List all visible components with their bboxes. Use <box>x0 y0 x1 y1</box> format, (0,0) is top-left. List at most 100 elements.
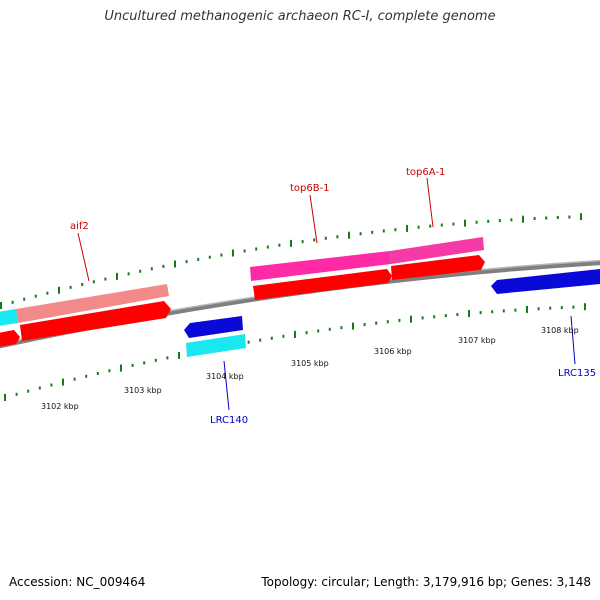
inner-tick <box>328 327 331 331</box>
leader-top6A-1 <box>426 177 434 228</box>
outer-tick <box>255 247 258 251</box>
cds-partial-left[interactable] <box>0 330 20 347</box>
gene-lrc140-cds[interactable] <box>184 316 243 338</box>
outer-tick <box>382 229 385 233</box>
inner-tick <box>468 310 470 318</box>
scale-label-3102: 3102 kbp <box>41 402 79 411</box>
outer-tick <box>487 219 490 223</box>
outer-tick <box>11 300 14 304</box>
inner-tick <box>166 356 169 360</box>
inner-tick <box>154 358 157 362</box>
topology-text: Topology: circular; Length: 3,179,916 bp… <box>261 575 591 589</box>
outer-tick <box>23 297 26 301</box>
outer-tick <box>150 267 153 271</box>
scale-label-3106: 3106 kbp <box>374 347 412 356</box>
outer-tick-track <box>0 213 582 309</box>
inner-tick <box>352 322 354 330</box>
inner-tick <box>96 371 99 375</box>
leader-lrc140 <box>223 360 230 411</box>
gene-label-lrc140[interactable]: LRC140 <box>210 415 248 426</box>
gene-label-aif2[interactable]: aif2 <box>70 221 89 232</box>
inner-tick <box>491 310 494 314</box>
outer-tick <box>81 283 84 287</box>
outer-tick <box>174 260 176 268</box>
inner-tick <box>526 305 528 313</box>
inner-tick <box>247 340 250 344</box>
outer-tick <box>429 224 432 228</box>
outer-tick <box>510 218 513 222</box>
gene-label-top6A-1[interactable]: top6A-1 <box>406 167 445 178</box>
gene-cyan-partial[interactable] <box>0 309 18 326</box>
cds-top6A-1[interactable] <box>391 255 485 280</box>
outer-tick <box>498 219 501 223</box>
outer-tick <box>220 253 223 257</box>
inner-tick <box>386 320 389 324</box>
inner-tick <box>178 351 180 359</box>
inner-tick <box>62 378 64 386</box>
inner-tick <box>444 314 447 318</box>
outer-tick <box>440 223 443 227</box>
outer-tick <box>301 240 304 244</box>
genome-title: Uncultured methanogenic archaeon RC-I, c… <box>104 9 496 24</box>
outer-tick <box>139 269 142 273</box>
outer-tick <box>127 272 130 276</box>
outer-tick <box>162 264 165 268</box>
inner-tick <box>375 321 378 325</box>
inner-tick <box>514 308 517 312</box>
outer-tick <box>104 277 107 281</box>
scale-label-3103: 3103 kbp <box>124 386 162 395</box>
gene-label-top6B-1[interactable]: top6B-1 <box>290 183 330 194</box>
cds-aif2[interactable] <box>20 301 171 341</box>
gene-aif2[interactable] <box>16 284 169 323</box>
leader-lrc135 <box>570 315 576 365</box>
accession-text: Accession: NC_009464 <box>9 575 146 589</box>
inner-tick <box>537 307 540 311</box>
outer-tick <box>313 238 316 242</box>
outer-tick <box>464 219 466 227</box>
inner-tick <box>398 318 401 322</box>
outer-tick <box>371 230 374 234</box>
outer-tick <box>580 213 582 221</box>
outer-tick <box>394 228 397 232</box>
gene-labels: aif2 top6B-1 top6A-1 LRC140 LRC135 <box>70 167 596 426</box>
inner-tick <box>456 313 459 317</box>
outer-tick <box>545 216 548 220</box>
outer-tick <box>0 302 2 309</box>
outer-tick <box>197 257 200 261</box>
outer-tick <box>34 294 37 298</box>
outer-tick <box>556 215 559 219</box>
scale-labels: 3102 kbp 3103 kbp 3104 kbp 3105 kbp 3106… <box>41 326 579 411</box>
outer-tick <box>452 222 455 226</box>
inner-tick <box>317 329 320 333</box>
gene-top6B-1[interactable] <box>250 251 391 281</box>
inner-tick <box>27 389 30 393</box>
outer-tick <box>116 272 118 280</box>
inner-tick <box>421 316 424 320</box>
gene-label-lrc135[interactable]: LRC135 <box>558 368 596 379</box>
outer-tick <box>359 232 362 236</box>
inner-tick <box>108 369 111 373</box>
inner-tick <box>433 315 436 319</box>
inner-tick <box>73 377 76 381</box>
inner-tick <box>50 383 53 387</box>
gene-top6A-1[interactable] <box>390 237 484 264</box>
leader-top6B-1 <box>309 194 318 244</box>
inner-tick <box>294 330 296 338</box>
gene-lrc135[interactable] <box>491 269 600 294</box>
scale-label-3105: 3105 kbp <box>291 359 329 368</box>
inner-tick <box>549 306 552 310</box>
inner-tick <box>15 392 18 396</box>
cds-top6B-1[interactable] <box>253 269 392 300</box>
inner-tick <box>131 363 134 367</box>
outer-tick <box>278 243 281 247</box>
reverse-gene-track <box>184 269 600 357</box>
gene-lrc140[interactable] <box>186 334 246 357</box>
inner-tick <box>410 315 412 323</box>
outer-tick <box>185 260 188 264</box>
forward-gene-track <box>0 237 484 326</box>
outer-tick <box>522 215 524 223</box>
outer-tick <box>348 231 350 239</box>
inner-tick <box>560 306 563 310</box>
outer-tick <box>290 239 292 247</box>
inner-tick <box>282 334 285 338</box>
